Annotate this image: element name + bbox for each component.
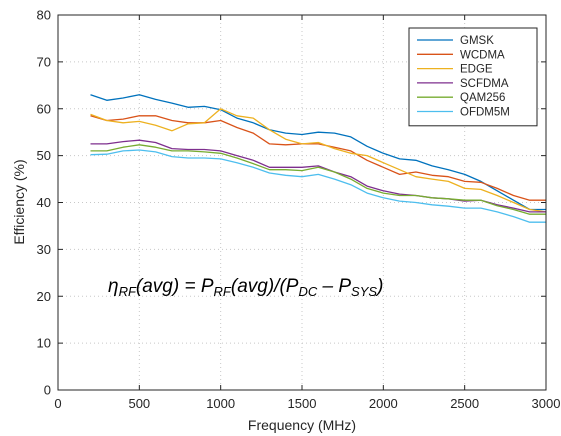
x-tick-label: 2500	[450, 396, 479, 411]
x-tick-label: 1000	[206, 396, 235, 411]
x-axis-label: Frequency (MHz)	[248, 417, 356, 433]
x-tick-label: 3000	[532, 396, 561, 411]
x-tick-label: 1500	[288, 396, 317, 411]
legend-label: WCDMA	[460, 49, 505, 61]
legend-label: GMSK	[460, 35, 494, 47]
y-tick-label: 60	[37, 101, 51, 116]
series-line-edge	[90, 108, 547, 213]
series-line-ofdm5m	[90, 149, 546, 223]
legend-label: SCFDMA	[460, 78, 509, 90]
x-tick-label: 0	[54, 396, 61, 411]
y-tick-label: 0	[44, 383, 51, 398]
axis-ticks: 0 500 1000 1500 2000 2500 3000 0 10 20 30 40 50 60 70 8…	[37, 8, 561, 412]
y-tick-label: 20	[37, 289, 51, 304]
y-axis-label: Efficiency (%)	[11, 159, 27, 244]
grid-lines	[58, 15, 546, 390]
series-line-gmsk	[90, 94, 546, 211]
series-line-qam256	[90, 144, 546, 215]
x-tick-label: 2000	[369, 396, 398, 411]
y-tick-label: 40	[37, 195, 51, 210]
legend-label: QAM256	[460, 92, 505, 104]
y-tick-label: 30	[37, 242, 51, 257]
legend: GMSK WCDMA EDGE SCFDMA QAM256 OFDM5M	[408, 27, 538, 127]
y-tick-label: 70	[37, 54, 51, 69]
y-tick-label: 50	[37, 148, 51, 163]
legend-label: OFDM5M	[460, 107, 510, 119]
series-line-wcdma	[90, 115, 546, 201]
efficiency-formula: ηRF(avg) = PRF(avg)/(PDC – PSYS)	[108, 276, 383, 299]
y-tick-label: 10	[37, 336, 51, 351]
series-layer	[90, 94, 547, 223]
y-tick-label: 80	[37, 8, 51, 23]
x-tick-label: 500	[128, 396, 150, 411]
legend-label: EDGE	[460, 64, 493, 76]
legend-box	[408, 27, 538, 127]
